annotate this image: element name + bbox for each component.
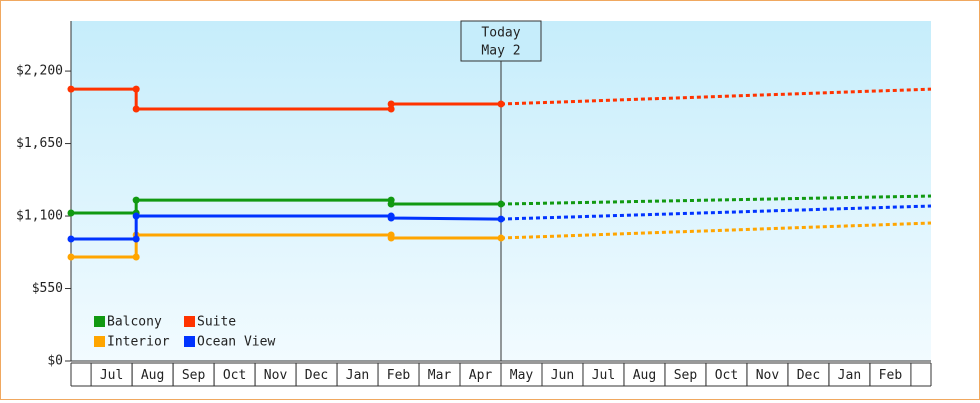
point [387,234,395,242]
legend-swatch [184,336,195,347]
legend-swatch [94,316,105,327]
point [387,100,395,108]
x-tick-label: Jul [592,368,615,383]
series-line [71,233,501,259]
point [132,196,140,204]
point [132,85,140,93]
y-tick-label: $1,650 [16,136,63,151]
point [497,215,505,223]
x-tick-label: May [510,368,534,383]
today-label: Today [481,26,520,41]
series-line [71,214,502,241]
x-tick-label: Apr [469,368,493,383]
legend-label: Ocean View [197,335,275,350]
x-tick-label: Nov [756,368,780,383]
point [132,105,140,113]
legend-swatch [184,316,195,327]
x-tick-label: Aug [141,368,164,383]
forecast-line [500,87,932,106]
legend-label: Interior [107,335,170,350]
legend-swatch [94,336,105,347]
point [132,235,140,243]
forecast-line [500,204,932,221]
series-line [71,87,501,111]
x-tick-label: Jan [346,368,369,383]
point [67,235,75,243]
x-tick-label: Jun [551,368,574,383]
today-label: May 2 [481,44,520,59]
x-tick-label: Oct [715,368,738,383]
today-box [460,20,542,62]
point [67,209,75,217]
x-tick-label: Jul [100,368,123,383]
point [132,253,140,261]
x-tick-label: Feb [387,368,411,383]
x-tick-label: Jan [838,368,861,383]
forecast-line [500,221,932,240]
x-tick-label: Dec [797,368,820,383]
y-tick-label: $1,100 [16,209,63,224]
point [132,212,140,220]
legend-label: Suite [197,315,236,330]
legend-label: Balcony [107,315,162,330]
x-tick-label: Feb [879,368,903,383]
x-tick-label: Sep [182,368,206,383]
point [387,200,395,208]
x-tick-label: Nov [264,368,288,383]
series-line [71,198,501,215]
x-tick-label: Oct [223,368,246,383]
x-tick-label: Dec [305,368,328,383]
y-tick-label: $2,200 [16,64,63,79]
point [497,200,505,208]
point [387,214,395,222]
y-tick-label: $0 [47,354,63,369]
x-tick-label: Mar [428,368,452,383]
point [497,234,505,242]
point [67,253,75,261]
point [497,100,505,108]
forecast-line [500,194,932,206]
point [67,85,75,93]
point [387,105,395,113]
y-tick-label: $550 [32,281,63,296]
x-tick-label: Aug [633,368,656,383]
x-tick-label: Sep [674,368,698,383]
